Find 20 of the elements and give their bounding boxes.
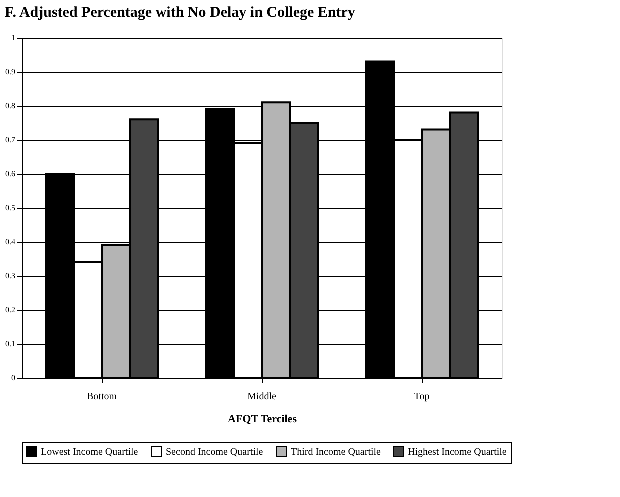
x-tick-label: Bottom	[86, 392, 118, 402]
y-tick-label: 0	[12, 374, 16, 382]
legend-label: Third Income Quartile	[291, 446, 382, 458]
y-tick-label: 0.7	[6, 136, 16, 144]
y-tick-label: 0.3	[6, 272, 16, 280]
y-tick-label: 1	[12, 34, 16, 42]
legend-label: Highest Income Quartile	[408, 446, 508, 458]
legend-label: Lowest Income Quartile	[41, 446, 139, 458]
x-tick-label: Middle	[248, 392, 278, 402]
y-tick-label: 0.9	[6, 68, 16, 76]
y-tick-label: 0.1	[6, 340, 16, 348]
y-tick-label: 0.4	[6, 238, 16, 246]
y-tick-label: 0.6	[6, 170, 16, 178]
chart-title: F. Adjusted Percentage with No Delay in College Entry	[5, 5, 356, 21]
legend-label: Second Income Quartile	[166, 446, 264, 458]
y-tick-label: 0.8	[6, 102, 16, 110]
x-axis-title: AFQT Terciles	[228, 414, 298, 426]
y-tick-label: 0.5	[6, 204, 16, 212]
y-tick-label: 0.2	[6, 306, 16, 314]
x-tick-label: Top	[414, 392, 430, 402]
